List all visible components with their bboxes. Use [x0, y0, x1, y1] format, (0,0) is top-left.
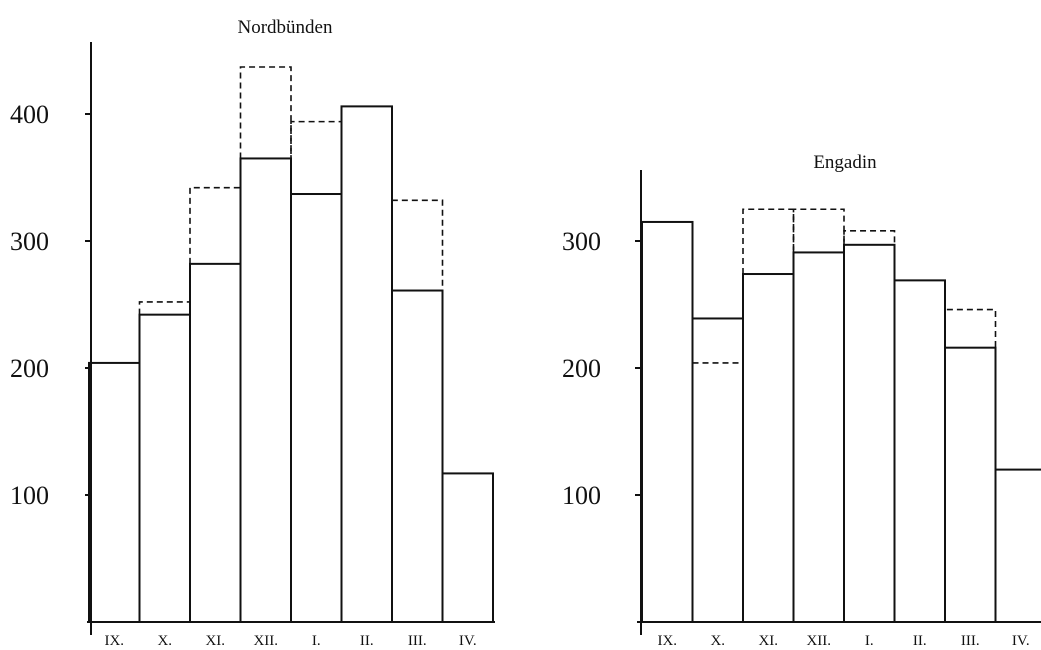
chart-title: Nordbünden — [238, 17, 333, 38]
x-tick-label: I. — [865, 633, 874, 649]
bar — [441, 472, 494, 623]
bar — [792, 251, 845, 623]
bar — [742, 273, 795, 623]
bar — [391, 289, 444, 623]
bar-dashed-outline — [792, 208, 845, 253]
bar — [340, 105, 393, 623]
x-tick-label: X. — [710, 633, 725, 649]
x-tick-label: XII. — [253, 633, 278, 649]
y-tick-label: 100 — [10, 481, 49, 510]
bar — [290, 193, 343, 623]
bar-dashed-outline — [138, 301, 191, 315]
bar — [239, 157, 292, 623]
x-tick-label: II. — [360, 633, 374, 649]
bar — [994, 468, 1041, 623]
bar-dashed-outline — [239, 66, 292, 159]
bar-dashed-outline — [189, 186, 242, 264]
x-tick-label: IV. — [459, 633, 477, 649]
x-tick-label: XI. — [758, 633, 778, 649]
bar-dashed-outline — [290, 120, 343, 195]
y-tick-label: 300 — [562, 227, 601, 256]
chart-panel-engadin: Engadin 100 200 300 IX. X. XI. XII. I. II. III. IV. — [562, 152, 1041, 649]
bar — [189, 262, 242, 623]
chart-title: Engadin — [813, 152, 877, 173]
x-tick-label: X. — [157, 633, 172, 649]
y-tick-label: 100 — [562, 481, 601, 510]
x-tick-label: IX. — [104, 633, 124, 649]
y-tick-label: 200 — [562, 354, 601, 383]
chart-panel-nordbuenden: Nordbünden 100 200 300 400 IX. X. XI. XII. I. II. I… — [10, 17, 495, 649]
bar — [641, 220, 694, 623]
x-tick-label: III. — [961, 633, 980, 649]
bar — [691, 317, 744, 623]
bar — [944, 346, 997, 623]
bar-dashed-outline — [391, 199, 444, 291]
bar — [843, 243, 896, 623]
x-tick-label: IV. — [1012, 633, 1030, 649]
x-tick-label: III. — [408, 633, 427, 649]
y-tick-label: 200 — [10, 354, 49, 383]
x-tick-label: II. — [913, 633, 927, 649]
bar-dashed-outline — [742, 208, 795, 275]
bar — [893, 279, 946, 623]
x-tick-label: XII. — [806, 633, 831, 649]
x-tick-label: XI. — [205, 633, 225, 649]
bar-dashed-outline — [944, 308, 997, 348]
bar — [88, 361, 141, 623]
x-tick-label: IX. — [657, 633, 677, 649]
y-tick-label: 400 — [10, 100, 49, 129]
bar — [138, 313, 191, 623]
bar-dashed-outline — [843, 230, 896, 245]
x-tick-label: I. — [312, 633, 321, 649]
y-tick-label: 300 — [10, 227, 49, 256]
